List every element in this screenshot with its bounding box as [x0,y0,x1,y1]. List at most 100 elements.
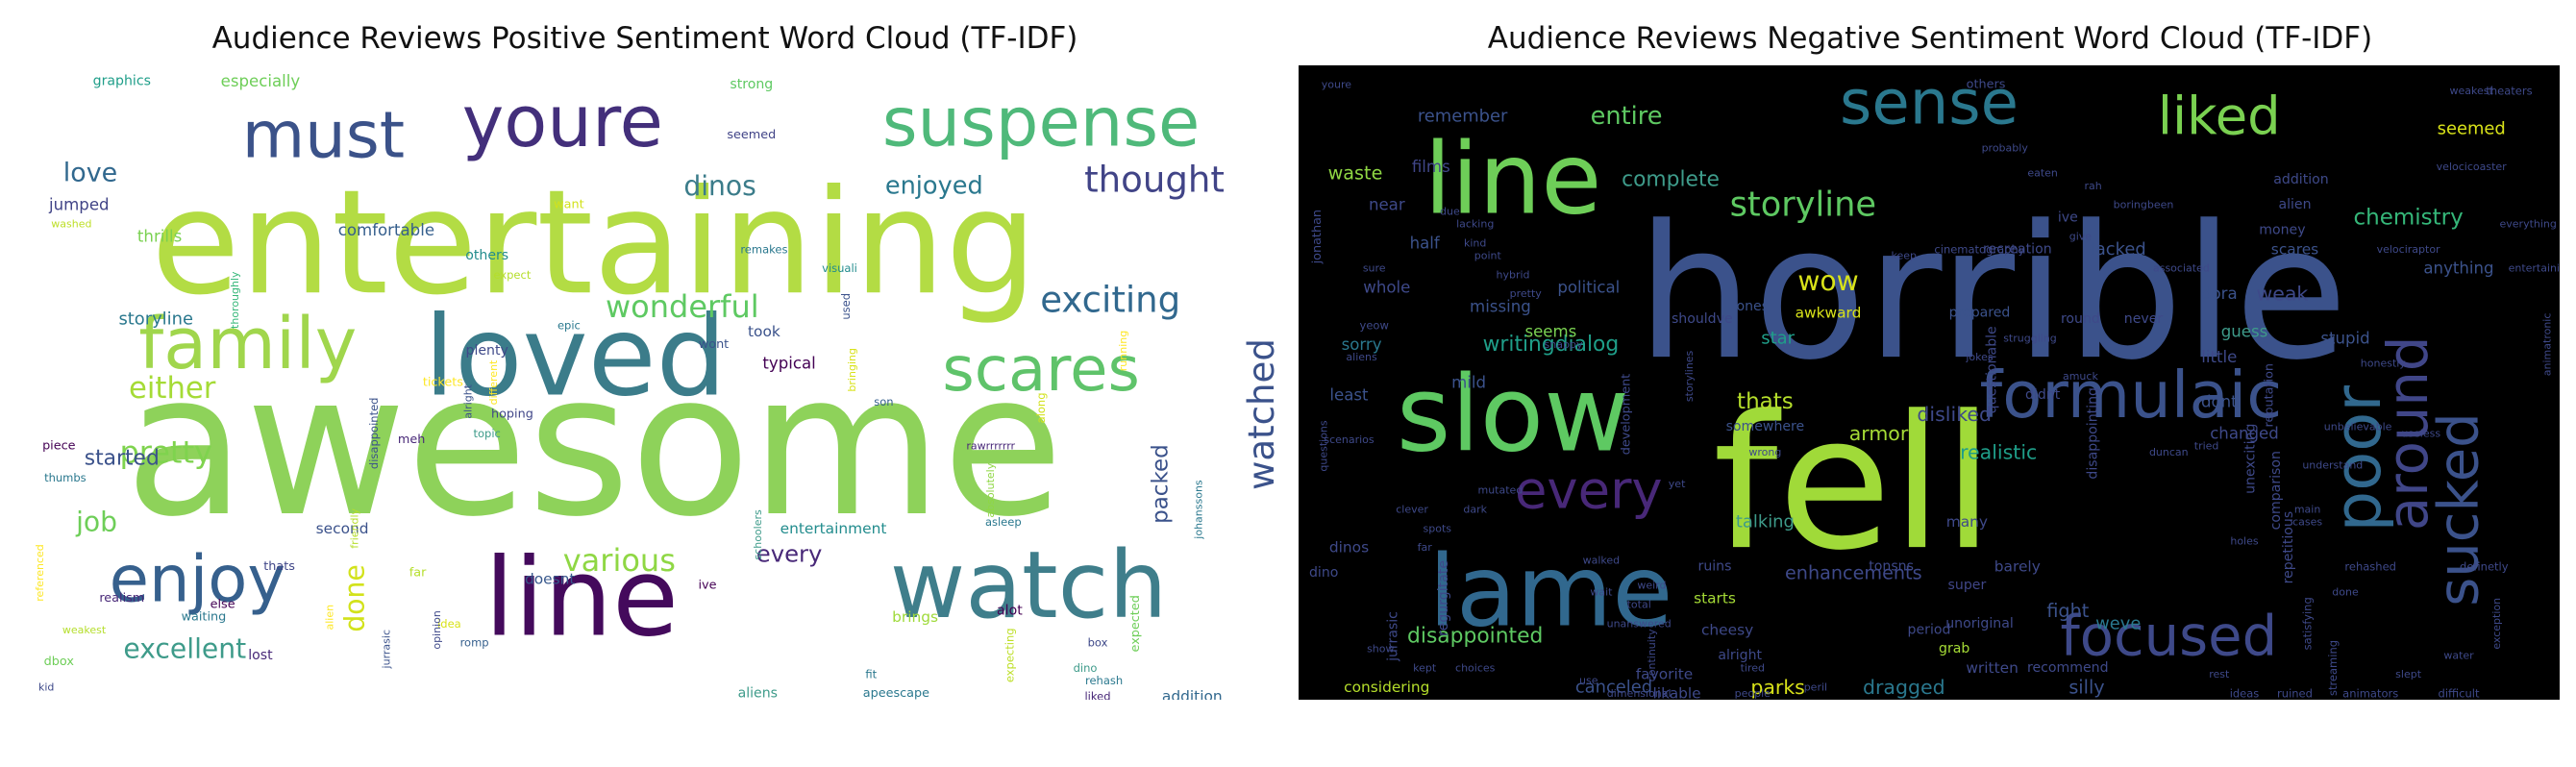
word-animators: animators [2342,686,2398,700]
word-jurrasic: jurrasic [380,630,392,669]
word-due: due [1440,205,1460,217]
word-probably: probably [1982,141,2029,154]
word-awkward: awkward [1796,304,1862,321]
word-snappy: snappy [1545,338,1583,351]
word-realism: realism [99,591,144,606]
word-brings: brings [892,608,938,626]
word-reputation: reputation [2263,363,2277,427]
word-opinion: opinion [431,610,443,650]
word-barely: barely [1994,557,2041,575]
word-velociraptor: velociraptor [2377,243,2440,256]
word-dont: dont [2201,392,2238,410]
word-sucked: sucked [2427,412,2491,606]
word-kept: kept [1413,662,1437,675]
word-wow: wow [1797,265,1858,297]
word-thats: thats [263,559,295,574]
word-dark: dark [1463,504,1487,516]
word-super: super [1948,578,1987,593]
word-plenty: plenty [466,343,508,359]
word-enjoyed: enjoyed [885,171,983,200]
word-near: near [1369,196,1405,214]
word-recommend: recommend [2027,660,2109,676]
word-thats: thats [1737,389,1794,414]
word-dora: dora [2201,285,2238,303]
word-ive: ive [2058,210,2078,225]
word-different: different [487,359,500,405]
word-thrills: thrills [137,228,182,246]
word-schoolers: schoolers [752,509,764,560]
word-second: second [316,520,369,537]
word-main: main [2294,504,2321,516]
word-useless: useless [2401,427,2440,439]
word-silly: silly [2068,676,2104,698]
word-dino: dino [1309,565,1338,581]
word-lost: lost [248,648,273,663]
word-dinos: dinos [683,170,756,202]
word-everything: everything [2500,218,2557,231]
word-horrible: horrible [1636,186,2347,401]
word-recreation: recreation [1983,241,2052,257]
word-whole: whole [1363,279,1410,297]
word-definetly: definetly [2460,559,2509,573]
word-far: far [1418,541,1433,554]
word-keep: keep [1892,250,1918,262]
word-written: written [1966,659,2018,677]
word-rehash: rehash [1085,674,1123,687]
word-want: want [554,198,583,212]
word-dragged: dragged [1863,676,1945,699]
word-youre: youre [1322,78,1351,90]
word-done: done [2332,585,2359,598]
word-star: star [1761,328,1795,348]
word-remember: remember [1418,106,1508,126]
word-holes: holes [2230,535,2259,548]
word-struggling: struggling [2003,332,2057,344]
word-along: along [1034,392,1048,423]
word-asleep: asleep [985,515,1022,529]
word-point: point [1474,250,1502,262]
word-awesome: awesome [125,332,1064,560]
word-amuck: amuck [2063,370,2098,383]
word-enjoy: enjoy [110,542,285,617]
word-thoroughly: thoroughly [229,271,241,329]
word-rest: rest [2209,668,2230,680]
word-thumbs: thumbs [44,471,87,484]
word-bringing: bringing [846,348,858,392]
word-canceled: canceled [1575,677,1652,697]
word-ruins: ruins [1698,558,1732,574]
word-family: family [138,304,357,385]
word-entire: entire [1591,102,1663,131]
word-starts: starts [1694,589,1736,606]
word-understand: understand [2302,458,2363,471]
word-anything: anything [2423,260,2493,278]
word-fell: fell [1713,377,1994,591]
word-job: job [75,507,117,538]
word-others: others [1967,77,2006,91]
word-weakest: weakest [2450,85,2494,97]
word-questionable: questionable [1985,326,2000,413]
word-total: total [1627,599,1651,611]
word-aliens: aliens [738,685,778,700]
word-dinos: dinos [1329,539,1369,557]
word-storyline: storyline [1730,186,1876,225]
word-talking: talking [1736,512,1795,532]
word-around: around [2376,336,2440,532]
word-thought: thought [1084,159,1225,200]
word-disappointed: disappointed [1407,625,1543,649]
word-wait: wait [1590,585,1613,598]
word-films: films [1412,158,1450,176]
word-ruined: ruined [2277,686,2313,700]
word-wrong: wrong [1748,446,1781,458]
word-enhancements: enhancements [1785,562,1922,584]
chart-title-negative: Audience Reviews Negative Sentiment Word… [1487,21,2373,56]
word-round: round [2061,311,2100,327]
word-peril: peril [1804,680,1827,693]
word-piece: piece [42,439,76,454]
word-show: show [1367,643,1394,656]
word-ones: ones [1737,299,1770,314]
word-lame: lame [1428,534,1672,649]
word-realistic: realistic [1960,441,2037,464]
word-others: others [465,248,508,263]
word-use: use [1579,675,1598,687]
word-either: either [129,372,216,406]
